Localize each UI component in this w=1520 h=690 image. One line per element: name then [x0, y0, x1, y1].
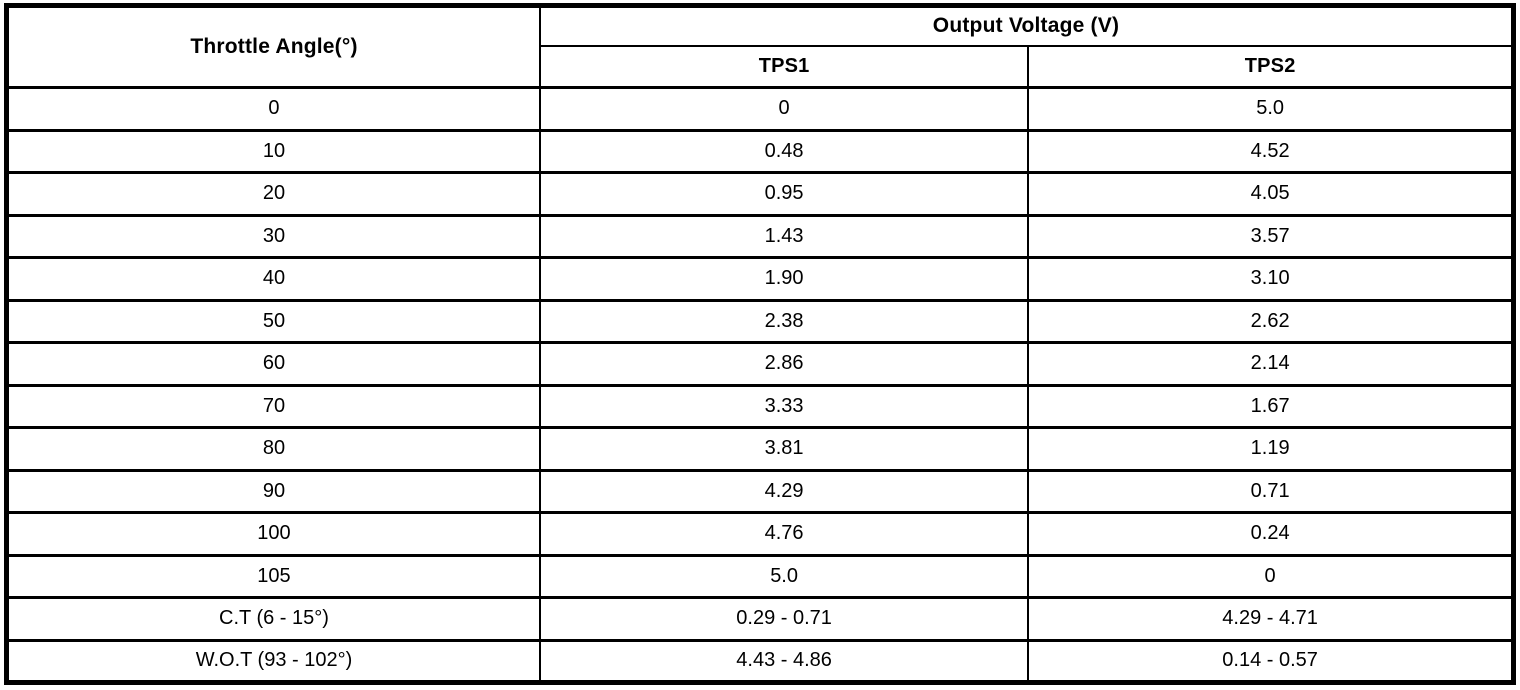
table-row: 90 4.29 0.71: [5, 468, 1515, 514]
tps2-value-cell: 0.71: [1027, 468, 1515, 514]
tps2-value-cell: 4.05: [1027, 171, 1515, 217]
table-row: 80 3.81 1.19: [5, 426, 1515, 472]
tps2-value-cell: 0.24: [1027, 511, 1515, 557]
throttle-angle-cell: W.O.T (93 - 102°): [5, 638, 541, 684]
throttle-angle-cell: 20: [5, 171, 541, 217]
tps1-value-cell: 3.33: [538, 383, 1030, 429]
tps2-value-cell: 2.62: [1027, 298, 1515, 344]
throttle-angle-cell: 70: [5, 383, 541, 429]
table-row: 40 1.90 3.10: [5, 256, 1515, 302]
table-row: 70 3.33 1.67: [5, 383, 1515, 429]
tps-voltage-table: Throttle Angle(°) Output Voltage (V) TPS…: [4, 3, 1516, 685]
tps1-value-cell: 3.81: [538, 426, 1030, 472]
tps2-value-cell: 2.14: [1027, 341, 1515, 387]
header-row-sub: TPS1 TPS2: [7, 44, 1515, 89]
output-voltage-header: Output Voltage (V): [538, 4, 1515, 47]
tps1-header: TPS1: [538, 44, 1030, 89]
tps2-value-cell: 4.52: [1027, 128, 1515, 174]
tps1-value-cell: 2.86: [538, 341, 1030, 387]
header-row-group: Throttle Angle(°) Output Voltage (V): [5, 4, 1515, 89]
throttle-angle-header: Throttle Angle(°): [5, 4, 541, 89]
table-row: 30 1.43 3.57: [5, 213, 1515, 259]
tps1-value-cell: 0.29 - 0.71: [538, 596, 1030, 642]
tps1-value-cell: 4.29: [538, 468, 1030, 514]
table-row: 20 0.95 4.05: [5, 171, 1515, 217]
tps2-value-cell: 0.14 - 0.57: [1027, 638, 1515, 684]
tps1-value-cell: 4.43 - 4.86: [538, 638, 1030, 684]
throttle-angle-cell: 40: [5, 256, 541, 302]
table-row: 105 5.0 0: [5, 553, 1515, 599]
throttle-angle-cell: 60: [5, 341, 541, 387]
throttle-angle-cell: 0: [5, 86, 541, 132]
tps2-value-cell: 1.19: [1027, 426, 1515, 472]
table-row: 0 0 5.0: [5, 86, 1515, 132]
throttle-angle-cell: 105: [5, 553, 541, 599]
tps1-value-cell: 0: [538, 86, 1030, 132]
tps2-value-cell: 3.10: [1027, 256, 1515, 302]
table-row: 50 2.38 2.62: [5, 298, 1515, 344]
tps2-value-cell: 1.67: [1027, 383, 1515, 429]
table-row: 60 2.86 2.14: [5, 341, 1515, 387]
tps1-value-cell: 1.90: [538, 256, 1030, 302]
throttle-angle-cell: 80: [5, 426, 541, 472]
tps1-value-cell: 0.48: [538, 128, 1030, 174]
table-row: 100 4.76 0.24: [5, 511, 1515, 557]
throttle-angle-cell: 30: [5, 213, 541, 259]
throttle-angle-cell: 50: [5, 298, 541, 344]
table-row: W.O.T (93 - 102°) 4.43 - 4.86 0.14 - 0.5…: [5, 638, 1515, 684]
table-row: 10 0.48 4.52: [5, 128, 1515, 174]
throttle-angle-cell: 10: [5, 128, 541, 174]
throttle-angle-cell: 100: [5, 511, 541, 557]
tps2-header: TPS2: [1027, 44, 1515, 89]
tps1-value-cell: 2.38: [538, 298, 1030, 344]
tps1-value-cell: 0.95: [538, 171, 1030, 217]
tps2-value-cell: 0: [1027, 553, 1515, 599]
tps1-value-cell: 1.43: [538, 213, 1030, 259]
throttle-angle-cell: C.T (6 - 15°): [5, 596, 541, 642]
tps1-value-cell: 5.0: [538, 553, 1030, 599]
table-row: C.T (6 - 15°) 0.29 - 0.71 4.29 - 4.71: [5, 596, 1515, 642]
tps1-value-cell: 4.76: [538, 511, 1030, 557]
tps2-value-cell: 4.29 - 4.71: [1027, 596, 1515, 642]
tps2-value-cell: 3.57: [1027, 213, 1515, 259]
tps2-value-cell: 5.0: [1027, 86, 1515, 132]
throttle-angle-cell: 90: [5, 468, 541, 514]
